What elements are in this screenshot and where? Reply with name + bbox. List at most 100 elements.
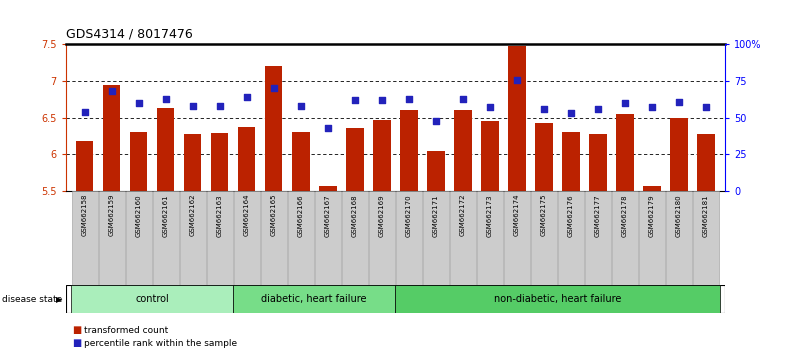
Text: GSM662170: GSM662170: [406, 194, 412, 236]
Bar: [481, 121, 499, 191]
Point: [591, 106, 604, 112]
Bar: [454, 110, 472, 191]
Bar: [643, 186, 661, 191]
Text: GSM662158: GSM662158: [82, 194, 87, 236]
Text: GSM662173: GSM662173: [487, 194, 493, 236]
Point: [673, 99, 686, 104]
Bar: [508, 46, 525, 191]
Point: [429, 118, 442, 124]
Text: GSM662179: GSM662179: [649, 194, 655, 236]
Text: GSM662171: GSM662171: [433, 194, 439, 236]
Bar: [315, 191, 340, 285]
Bar: [265, 66, 283, 191]
Point: [187, 103, 199, 109]
Bar: [238, 126, 256, 191]
Bar: [157, 108, 175, 191]
Bar: [373, 120, 391, 191]
Bar: [616, 114, 634, 191]
Point: [268, 85, 280, 91]
Bar: [693, 191, 719, 285]
Text: ■: ■: [72, 338, 82, 348]
Text: GSM662162: GSM662162: [190, 194, 195, 236]
Bar: [562, 132, 580, 191]
Point: [457, 96, 469, 102]
Text: GSM662163: GSM662163: [217, 194, 223, 236]
Bar: [427, 151, 445, 191]
Text: GSM662174: GSM662174: [514, 194, 520, 236]
Bar: [130, 132, 147, 191]
Bar: [368, 191, 395, 285]
Text: percentile rank within the sample: percentile rank within the sample: [84, 339, 237, 348]
Bar: [697, 134, 714, 191]
Point: [159, 96, 172, 102]
Point: [105, 88, 118, 94]
Point: [321, 125, 334, 131]
Bar: [423, 191, 449, 285]
Text: GSM662181: GSM662181: [703, 194, 709, 236]
Bar: [319, 186, 336, 191]
Point: [78, 109, 91, 115]
Bar: [233, 285, 396, 313]
Point: [484, 104, 497, 110]
Text: GSM662161: GSM662161: [163, 194, 169, 236]
Point: [646, 104, 658, 110]
Text: GSM662165: GSM662165: [271, 194, 276, 236]
Bar: [261, 191, 287, 285]
Bar: [590, 134, 606, 191]
Bar: [585, 191, 611, 285]
Text: diabetic, heart failure: diabetic, heart failure: [261, 294, 367, 304]
Bar: [288, 191, 314, 285]
Bar: [450, 191, 476, 285]
Point: [618, 100, 631, 106]
Bar: [99, 191, 125, 285]
Bar: [71, 285, 233, 313]
Bar: [126, 191, 151, 285]
Bar: [342, 191, 368, 285]
Bar: [153, 191, 179, 285]
Point: [240, 94, 253, 100]
Point: [510, 77, 523, 82]
Bar: [71, 191, 98, 285]
Text: GSM662169: GSM662169: [379, 194, 384, 236]
Bar: [396, 191, 422, 285]
Bar: [234, 191, 260, 285]
Point: [699, 104, 712, 110]
Text: GSM662180: GSM662180: [676, 194, 682, 236]
Bar: [558, 191, 584, 285]
Text: ▶: ▶: [56, 295, 62, 304]
Bar: [666, 191, 692, 285]
Text: GSM662175: GSM662175: [541, 194, 547, 236]
Text: GDS4314 / 8017476: GDS4314 / 8017476: [66, 28, 192, 41]
Bar: [477, 191, 503, 285]
Point: [537, 106, 550, 112]
Text: GSM662176: GSM662176: [568, 194, 574, 236]
Bar: [612, 191, 638, 285]
Text: ■: ■: [72, 325, 82, 335]
Text: GSM662177: GSM662177: [595, 194, 601, 236]
Text: GSM662166: GSM662166: [298, 194, 304, 236]
Text: non-diabetic, heart failure: non-diabetic, heart failure: [493, 294, 621, 304]
Point: [213, 103, 226, 109]
Text: GSM662178: GSM662178: [622, 194, 628, 236]
Point: [132, 100, 145, 106]
Text: disease state: disease state: [2, 295, 62, 304]
Text: GSM662160: GSM662160: [135, 194, 142, 236]
Bar: [292, 132, 309, 191]
Point: [376, 97, 388, 103]
Text: GSM662172: GSM662172: [460, 194, 466, 236]
Bar: [184, 134, 201, 191]
Text: GSM662159: GSM662159: [109, 194, 115, 236]
Bar: [396, 285, 719, 313]
Bar: [76, 141, 94, 191]
Text: transformed count: transformed count: [84, 326, 168, 335]
Bar: [535, 123, 553, 191]
Point: [348, 97, 361, 103]
Bar: [179, 191, 206, 285]
Bar: [639, 191, 665, 285]
Bar: [207, 191, 232, 285]
Point: [402, 96, 415, 102]
Bar: [103, 85, 120, 191]
Point: [565, 110, 578, 116]
Bar: [670, 118, 688, 191]
Bar: [211, 133, 228, 191]
